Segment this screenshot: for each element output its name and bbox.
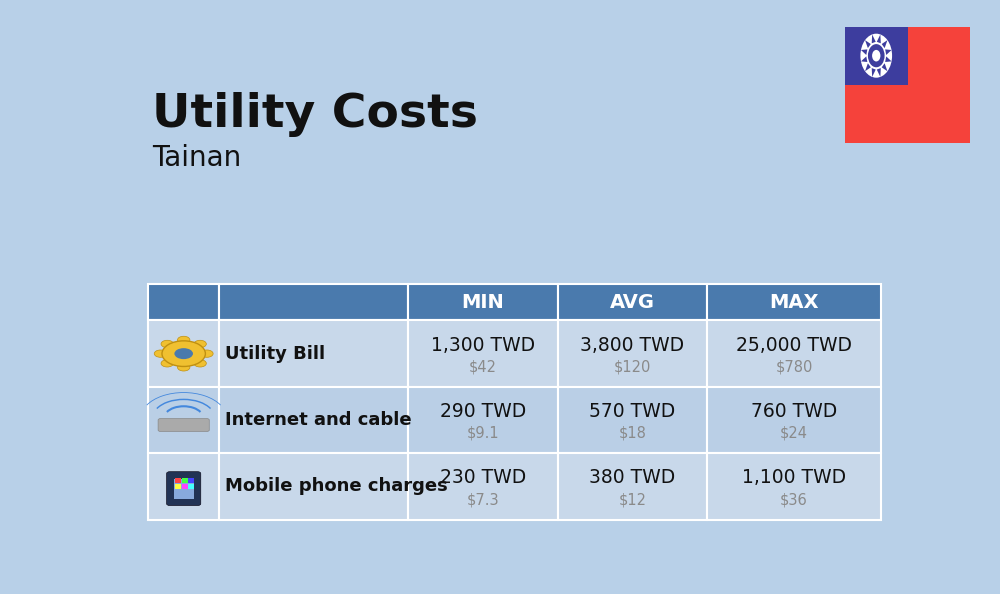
Bar [219, 284, 408, 321]
Bar [558, 387, 707, 453]
Text: 3,800 TWD: 3,800 TWD [580, 336, 685, 355]
Text: $7.3: $7.3 [467, 492, 499, 507]
Bar [408, 453, 558, 520]
Circle shape [868, 44, 885, 67]
Bar [707, 453, 881, 520]
Polygon shape [882, 40, 887, 48]
Bar [408, 387, 558, 453]
Text: $9.1: $9.1 [467, 426, 499, 441]
Circle shape [162, 341, 205, 366]
Polygon shape [872, 34, 876, 43]
Circle shape [161, 360, 173, 367]
Text: 760 TWD: 760 TWD [751, 402, 837, 421]
Text: 230 TWD: 230 TWD [440, 468, 526, 487]
Polygon shape [885, 49, 892, 55]
Circle shape [154, 350, 167, 358]
Bar [707, 321, 881, 387]
FancyBboxPatch shape [158, 419, 209, 431]
Bar [188, 484, 194, 489]
Bar [148, 284, 219, 321]
Bar [558, 284, 707, 321]
Bar [148, 453, 219, 520]
Polygon shape [872, 68, 876, 77]
Bar [558, 321, 707, 387]
Text: 380 TWD: 380 TWD [589, 468, 676, 487]
Bar [148, 387, 219, 453]
Bar [174, 479, 194, 499]
FancyBboxPatch shape [843, 24, 972, 146]
Circle shape [872, 50, 880, 61]
Bar [182, 478, 188, 483]
Text: 290 TWD: 290 TWD [440, 402, 526, 421]
Text: Utility Costs: Utility Costs [152, 92, 478, 137]
Text: $18: $18 [619, 426, 646, 441]
Text: 25,000 TWD: 25,000 TWD [736, 336, 852, 355]
Bar [219, 453, 408, 520]
Circle shape [161, 340, 173, 347]
Text: $780: $780 [775, 359, 813, 374]
Bar [707, 284, 881, 321]
Polygon shape [882, 63, 887, 71]
Text: $24: $24 [780, 426, 808, 441]
Text: MIN: MIN [462, 293, 504, 312]
Circle shape [201, 350, 213, 358]
Text: Mobile phone charges: Mobile phone charges [225, 478, 448, 495]
Polygon shape [865, 40, 871, 48]
Circle shape [177, 364, 190, 371]
Text: $12: $12 [619, 492, 647, 507]
Circle shape [860, 34, 892, 78]
Bar [182, 484, 188, 489]
Text: 1,300 TWD: 1,300 TWD [431, 336, 535, 355]
Polygon shape [861, 56, 867, 62]
Text: MAX: MAX [769, 293, 819, 312]
Text: $36: $36 [780, 492, 808, 507]
Bar [707, 387, 881, 453]
Text: Tainan: Tainan [152, 144, 241, 172]
Circle shape [177, 336, 190, 343]
Polygon shape [865, 63, 871, 71]
Text: $42: $42 [469, 359, 497, 374]
Text: 570 TWD: 570 TWD [589, 402, 676, 421]
Text: 1,100 TWD: 1,100 TWD [742, 468, 846, 487]
Polygon shape [861, 49, 867, 55]
Polygon shape [885, 56, 892, 62]
Polygon shape [877, 34, 881, 43]
Circle shape [194, 360, 206, 367]
Text: $120: $120 [614, 359, 651, 374]
Text: Internet and cable: Internet and cable [225, 411, 412, 429]
Bar [188, 478, 194, 483]
Bar [408, 284, 558, 321]
Bar [219, 387, 408, 453]
Circle shape [194, 340, 206, 347]
Bar [845, 27, 908, 84]
Bar [175, 484, 181, 489]
Bar [148, 321, 219, 387]
FancyBboxPatch shape [167, 472, 201, 505]
Bar [219, 321, 408, 387]
Bar [558, 453, 707, 520]
Text: Utility Bill: Utility Bill [225, 345, 325, 363]
Bar [175, 478, 181, 483]
Polygon shape [877, 68, 881, 77]
Circle shape [174, 348, 193, 359]
Text: AVG: AVG [610, 293, 655, 312]
Bar [408, 321, 558, 387]
